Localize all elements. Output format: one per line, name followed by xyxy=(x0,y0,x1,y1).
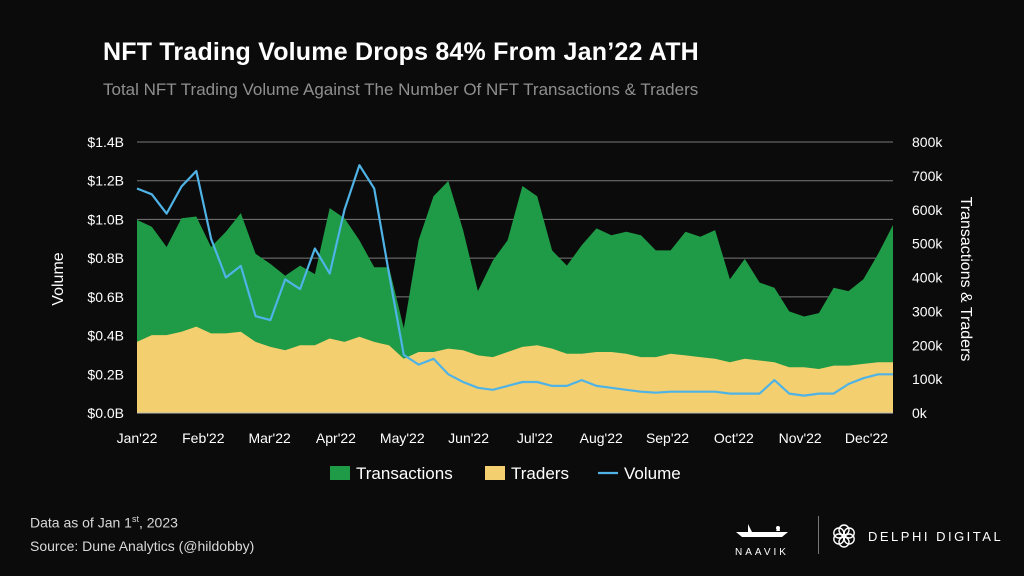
x-tick-label: Aug'22 xyxy=(580,430,623,446)
legend-swatch-transactions xyxy=(330,466,350,480)
y-left-axis-title: Volume xyxy=(50,252,67,305)
legend: Transactions Traders Volume xyxy=(330,464,681,483)
x-tick-label: May'22 xyxy=(380,430,425,446)
naavik-brand: NAAVIK xyxy=(722,520,802,558)
source-note: Source: Dune Analytics (@hildobby) xyxy=(30,538,255,554)
y-left-tick-label: $1.2B xyxy=(87,173,124,189)
y-left-tick-label: $0.6B xyxy=(87,289,124,305)
x-tick-label: Nov'22 xyxy=(779,430,822,446)
y-left-tick-label: $0.8B xyxy=(87,250,124,266)
axes: $0.0B $0.2B $0.4B $0.6B $0.8B $1.0B $1.2B $1.4B… xyxy=(50,134,974,446)
series-line-volume xyxy=(136,164,893,397)
y-right-tick-label: 800k xyxy=(912,134,943,150)
line-series xyxy=(136,164,893,397)
chart-subtitle: Total NFT Trading Volume Against The Num… xyxy=(103,80,699,99)
legend-swatch-traders xyxy=(485,466,505,480)
legend-label-volume: Volume xyxy=(624,464,681,483)
boat-logo-icon xyxy=(736,524,788,537)
y-right-tick-label: 600k xyxy=(912,202,943,218)
y-right-tick-label: 100k xyxy=(912,371,943,387)
y-right-tick-label: 300k xyxy=(912,303,943,319)
x-tick-label: Jun'22 xyxy=(448,430,489,446)
y-left-tick-label: $0.0B xyxy=(87,405,124,421)
x-tick-label: Feb'22 xyxy=(182,430,225,446)
chart-title: NFT Trading Volume Drops 84% From Jan’22… xyxy=(103,38,699,66)
y-right-axis-title: Transactions & Traders xyxy=(957,197,974,362)
x-tick-label: Dec'22 xyxy=(845,430,888,446)
y-left-tick-label: $1.0B xyxy=(87,211,124,227)
x-tick-label: Oct'22 xyxy=(714,430,754,446)
x-tick-label: Jan'22 xyxy=(117,430,158,446)
legend-label-traders: Traders xyxy=(511,464,569,483)
y-right-tick-label: 400k xyxy=(912,270,943,286)
y-right-tick-label: 500k xyxy=(912,236,943,252)
x-tick-label: Apr'22 xyxy=(316,430,356,446)
brand-divider xyxy=(818,516,819,554)
y-left-tick-label: $0.4B xyxy=(87,328,124,344)
x-tick-label: Sep'22 xyxy=(646,430,689,446)
delphi-wordmark: DELPHI DIGITAL xyxy=(868,528,1004,544)
y-left-tick-label: $0.2B xyxy=(87,366,124,382)
legend-label-transactions: Transactions xyxy=(356,464,453,483)
naavik-wordmark: NAAVIK xyxy=(735,547,789,558)
y-left-tick-label: $1.4B xyxy=(87,134,124,150)
delphi-flower-logo-icon xyxy=(833,524,855,548)
x-tick-label: Jul'22 xyxy=(517,430,553,446)
y-right-tick-label: 700k xyxy=(912,168,943,184)
y-right-tick-label: 200k xyxy=(912,337,943,353)
delphi-brand: DELPHI DIGITAL xyxy=(830,522,1003,550)
data-as-of-note: Data as of Jan 1st, 2023 xyxy=(30,514,178,531)
y-right-tick-label: 0k xyxy=(912,405,928,421)
x-tick-label: Mar'22 xyxy=(248,430,291,446)
